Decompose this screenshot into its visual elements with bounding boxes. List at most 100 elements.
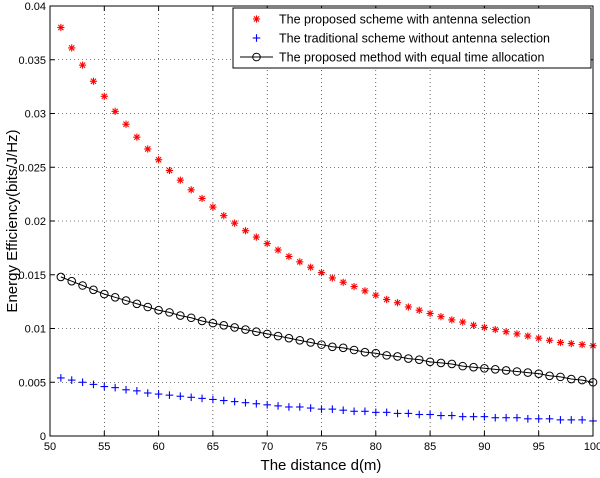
y-tick-label: 0.035 [18, 55, 46, 67]
data-point [273, 331, 283, 341]
data-point [274, 402, 282, 410]
data-point [89, 380, 98, 389]
data-point [121, 296, 131, 305]
data-point [208, 318, 218, 328]
data-point [57, 23, 65, 32]
x-tick-label: 50 [44, 441, 56, 453]
data-point [339, 406, 348, 414]
data-point [176, 311, 185, 320]
data-point [447, 359, 457, 369]
data-point [404, 409, 413, 418]
data-point [165, 308, 174, 317]
data-point [350, 407, 358, 416]
data-point [78, 61, 87, 69]
data-point [220, 212, 228, 220]
data-point [480, 363, 489, 373]
data-point [231, 219, 239, 227]
x-tick-label: 75 [315, 441, 327, 453]
data-point [393, 409, 402, 418]
data-point [328, 342, 337, 352]
data-point [545, 415, 554, 423]
data-point [219, 320, 229, 330]
data-point [567, 416, 576, 424]
data-point [338, 343, 348, 353]
series-3 [56, 272, 598, 387]
data-point [534, 415, 543, 423]
y-tick-label: 0 [40, 431, 46, 443]
y-axis-label: Energy Efficiency(bits/J/Hz) [4, 129, 21, 312]
data-point [78, 281, 87, 290]
data-point [382, 351, 391, 360]
data-point [143, 302, 153, 312]
data-point [545, 336, 554, 344]
data-point [437, 313, 445, 321]
data-point [317, 405, 326, 413]
data-point [262, 329, 272, 339]
data-point [566, 374, 576, 384]
data-point [78, 378, 87, 387]
data-point [198, 394, 206, 403]
data-point [382, 408, 391, 417]
legend-item: The proposed scheme with antenna selecti… [252, 13, 531, 27]
data-point [230, 323, 239, 332]
data-point [448, 411, 456, 420]
y-tick-label: 0.04 [25, 1, 46, 13]
data-point [110, 293, 120, 302]
data-point [490, 365, 500, 374]
series-layer [56, 23, 598, 425]
data-point [285, 403, 293, 411]
y-tick-label: 0.025 [18, 162, 46, 174]
data-point [371, 348, 381, 358]
data-point [469, 412, 478, 421]
data-point [372, 408, 380, 417]
series-1 [57, 23, 597, 350]
x-tick-label: 85 [424, 441, 436, 453]
data-point [415, 306, 423, 314]
data-point [144, 145, 152, 153]
y-tick-label: 0.01 [25, 324, 46, 336]
data-point [165, 166, 174, 175]
data-point [306, 404, 315, 412]
data-point [426, 410, 434, 419]
data-point [57, 374, 65, 382]
data-point [209, 395, 217, 404]
data-point [143, 389, 152, 397]
data-point [67, 276, 77, 286]
x-tick-label: 55 [98, 441, 110, 453]
legend-label: The traditional scheme without antenna s… [279, 32, 550, 46]
data-point [415, 410, 424, 419]
legend-item: The proposed method with equal time allo… [240, 51, 544, 65]
data-point [100, 92, 108, 100]
data-point [360, 347, 370, 357]
data-point [383, 295, 391, 304]
data-point [285, 252, 293, 261]
data-point [372, 291, 380, 299]
data-point [328, 405, 337, 413]
data-point [501, 366, 511, 375]
data-point [480, 412, 489, 421]
data-point [230, 397, 239, 406]
legend-marker [252, 52, 261, 62]
data-point [577, 375, 587, 385]
series-line [60, 276, 594, 383]
data-point [165, 391, 174, 399]
data-point [133, 387, 141, 395]
data-point [317, 340, 326, 349]
legend-marker [252, 15, 261, 23]
data-point [328, 274, 336, 282]
data-point [263, 239, 271, 248]
data-point [176, 176, 184, 184]
data-point [198, 194, 206, 203]
data-point [295, 403, 304, 411]
data-point [524, 332, 532, 340]
data-point [317, 269, 326, 277]
legend: The proposed scheme with antenna selecti… [232, 7, 592, 69]
data-point [219, 396, 228, 405]
data-point [480, 323, 488, 332]
data-point [491, 325, 499, 334]
data-point [100, 382, 109, 391]
data-point [393, 352, 402, 361]
y-tick-label: 0.03 [25, 109, 46, 121]
data-point [306, 338, 315, 347]
data-point [426, 309, 434, 318]
